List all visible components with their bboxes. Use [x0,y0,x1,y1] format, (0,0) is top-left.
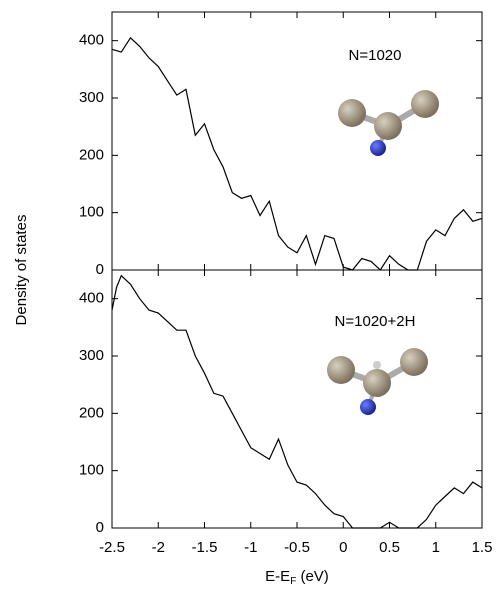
y-tick-label: 200 [79,404,104,421]
molecule-icon [338,90,439,156]
molecule-icon [327,348,428,415]
y-tick-label: 100 [79,462,104,479]
y-tick-label: 0 [96,519,104,536]
x-tick-label: -0.5 [284,539,310,556]
x-tick-label: -2.5 [99,539,125,556]
y-tick-label: 0 [96,261,104,278]
y-tick-label: 200 [79,146,104,163]
y-tick-label: 300 [79,89,104,106]
plot-frame [112,270,482,528]
annotation: N=1020+2H [335,313,416,330]
x-tick-label: -2 [152,539,165,556]
y-tick-label: 300 [79,347,104,364]
x-tick-label: 1.5 [472,539,493,556]
x-tick-label: -1 [244,539,257,556]
x-tick-label: 0 [339,539,347,556]
x-tick-label: 0.5 [379,539,400,556]
data-line [112,276,482,528]
data-line [112,38,482,270]
y-tick-label: 100 [79,204,104,221]
x-tick-label: 1 [432,539,440,556]
plot-frame [112,12,482,270]
y-tick-label: 400 [79,32,104,49]
x-axis-label: E-EF (eV) [265,568,329,587]
y-axis-label: Density of states [13,215,30,326]
chart: N=1020 N=1020+2H Density of states E-EF … [0,0,499,595]
x-axis-label-part: E-E [265,568,290,585]
x-axis-label-part: (eV) [296,568,329,585]
annotation: N=1020 [349,47,402,64]
y-tick-label: 400 [79,290,104,307]
x-tick-label: -1.5 [192,539,218,556]
